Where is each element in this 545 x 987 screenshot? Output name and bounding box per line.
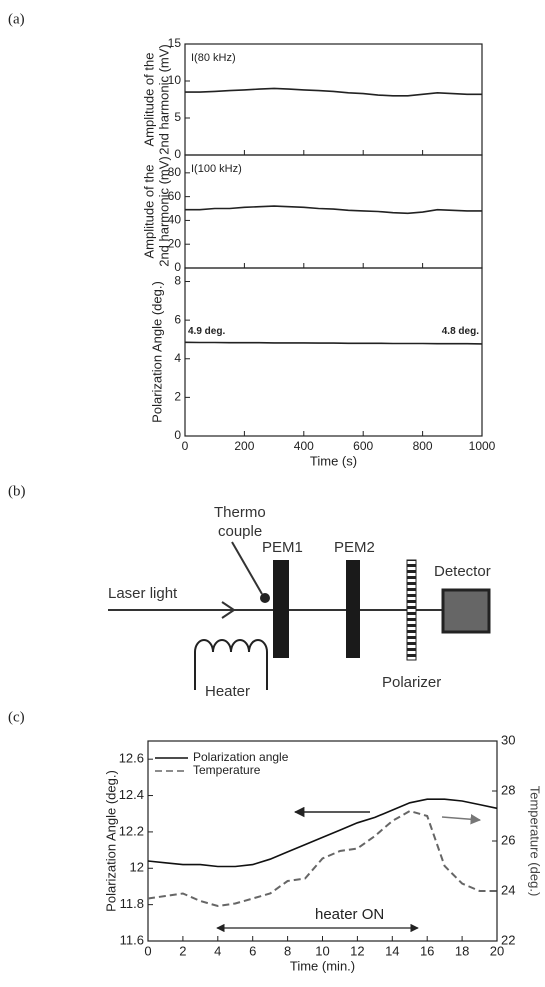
x-tick-label: 0 — [144, 943, 151, 958]
y-tick-label: 15 — [168, 36, 182, 50]
y-tick-label: 6 — [174, 312, 181, 326]
y-tick-label: 12 — [130, 860, 144, 875]
x-tick-label: 14 — [385, 943, 399, 958]
thermocouple-tip — [260, 593, 270, 603]
y2-tick-label: 28 — [501, 782, 515, 797]
x-tick-label: 20 — [490, 943, 504, 958]
y-tick-label: 0 — [174, 147, 181, 161]
polarizer-label: Polarizer — [382, 674, 441, 691]
y-tick-label: 0 — [174, 260, 181, 274]
y-tick-label: 2 — [174, 390, 181, 404]
thermocouple-label: Thermo — [214, 504, 266, 521]
annotation: I(80 kHz) — [191, 52, 236, 64]
y-tick-label: 12.2 — [119, 823, 144, 838]
x-axis-label: Time (min.) — [290, 958, 355, 973]
y-tick-label: 80 — [168, 165, 182, 179]
y2-tick-label: 26 — [501, 832, 515, 847]
y-tick-label: 40 — [168, 213, 182, 227]
x-tick-label: 600 — [353, 439, 373, 453]
series-line — [147, 798, 498, 868]
x-tick-label: 12 — [350, 943, 364, 958]
y-axis-label: Polarization Angle (deg.) — [103, 770, 118, 912]
polarizer — [406, 559, 417, 661]
y-axis-label: Polarization Angle (deg.) — [149, 281, 164, 423]
x-tick-label: 1000 — [469, 439, 496, 453]
y-tick-label: 12.6 — [119, 751, 144, 766]
beam-arrow — [221, 601, 236, 619]
annotation: heater ON — [315, 906, 384, 923]
y-axis-label: Amplitude of the — [141, 53, 156, 147]
y-axis-label: 2nd harmonic (mV) — [156, 44, 171, 155]
x-tick-label: 4 — [214, 943, 221, 958]
x-tick-label: 10 — [315, 943, 329, 958]
x-tick-label: 0 — [182, 439, 189, 453]
y-tick-label: 5 — [174, 110, 181, 124]
plot-frame — [184, 267, 483, 437]
panel-label: (b) — [8, 483, 26, 499]
x-tick-label: 8 — [284, 943, 291, 958]
panel-label: (a) — [8, 11, 25, 27]
pem1 — [273, 560, 289, 658]
x-tick-label: 200 — [234, 439, 254, 453]
y2-axis-label: Temperature (deg.) — [528, 786, 543, 897]
x-tick-label: 6 — [249, 943, 256, 958]
axis-arrow — [441, 814, 482, 825]
setup-diagram: Laser light Thermo couple PEM1 PEM2 Pola… — [108, 504, 491, 700]
heater-coil — [194, 639, 268, 690]
x-tick-label: 16 — [420, 943, 434, 958]
x-tick-label: 400 — [294, 439, 314, 453]
heater-label: Heater — [205, 683, 250, 700]
y2-tick-label: 30 — [501, 732, 515, 747]
y-tick-label: 11.6 — [120, 932, 144, 947]
thermocouple-wire — [231, 541, 263, 595]
x-tick-label: 18 — [455, 943, 469, 958]
y-tick-label: 8 — [174, 274, 181, 288]
legend-label: Temperature — [193, 763, 261, 777]
pem2 — [346, 560, 360, 658]
y-tick-label: 4 — [174, 351, 181, 365]
pem2-label: PEM2 — [334, 539, 375, 556]
annotation: 4.8 deg. — [442, 326, 479, 337]
y-tick-label: 10 — [168, 73, 182, 87]
series-line — [185, 205, 482, 215]
legend-label: Polarization angle — [193, 750, 289, 764]
pem1-label: PEM1 — [262, 539, 303, 556]
detector-label: Detector — [434, 563, 491, 580]
detector — [441, 588, 491, 634]
series-line — [184, 341, 483, 345]
annotation: 4.9 deg. — [188, 326, 225, 337]
annotation: I(100 kHz) — [191, 163, 242, 175]
y-axis-label: 2nd harmonic (mV) — [156, 156, 171, 267]
panel-label: (c) — [8, 709, 25, 725]
y-tick-label: 11.8 — [120, 896, 144, 911]
y-tick-label: 20 — [168, 236, 182, 250]
y2-tick-label: 22 — [501, 932, 515, 947]
y-tick-label: 60 — [168, 189, 182, 203]
x-tick-label: 800 — [413, 439, 433, 453]
y-axis-label: Amplitude of the — [141, 165, 156, 259]
y2-tick-label: 24 — [501, 882, 515, 897]
series-line — [185, 87, 482, 97]
x-tick-label: 2 — [179, 943, 186, 958]
laser-label: Laser light — [108, 585, 178, 602]
thermocouple-label: couple — [218, 523, 262, 540]
y-tick-label: 12.4 — [119, 787, 144, 802]
y-tick-label: 0 — [174, 428, 181, 442]
series-line — [147, 809, 497, 908]
x-axis-label: Time (s) — [310, 453, 357, 468]
